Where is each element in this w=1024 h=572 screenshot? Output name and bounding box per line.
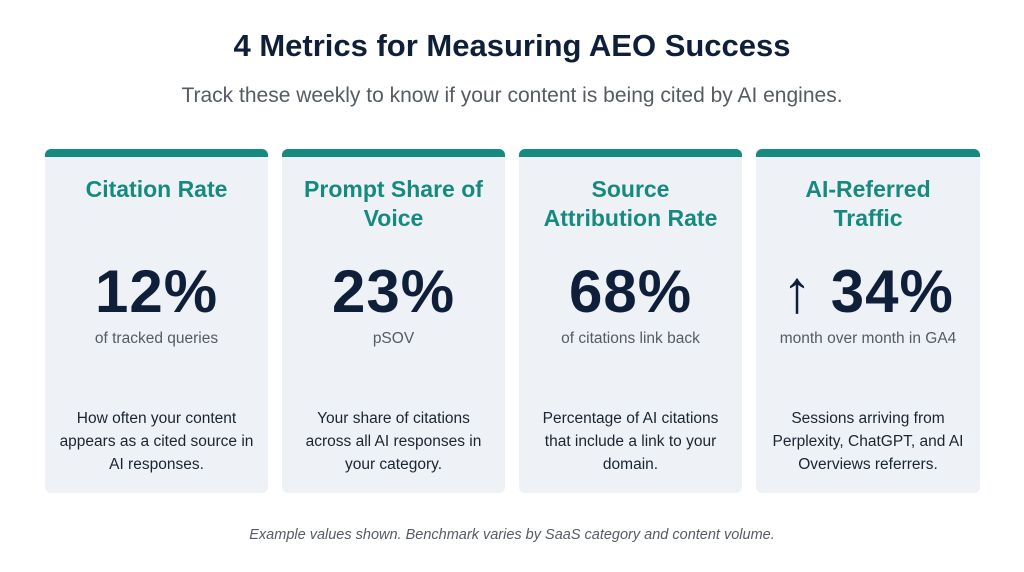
- card-value: 23%: [331, 258, 456, 325]
- card-title: AI-Referred Traffic: [805, 176, 931, 231]
- page-title: 4 Metrics for Measuring AEO Success: [233, 28, 791, 63]
- card-accent-bar: [45, 149, 268, 157]
- card-description: How often your content appears as a cite…: [59, 410, 254, 473]
- card-value-label: of citations link back: [561, 330, 700, 347]
- card-title: Source Attribution Rate: [543, 176, 718, 231]
- footnote: Example values shown. Benchmark varies b…: [249, 527, 775, 543]
- page-subtitle: Track these weekly to know if your conte…: [181, 84, 843, 107]
- card-title: Citation Rate: [85, 176, 228, 202]
- card-description: Percentage of AI citations that include …: [542, 410, 719, 473]
- card-description: Your share of citations across all AI re…: [305, 410, 482, 473]
- card-value: ↑ 34%: [782, 258, 954, 325]
- card-value-label: month over month in GA4: [779, 330, 957, 347]
- card-value-label: of tracked queries: [94, 330, 219, 347]
- card-description: Sessions arriving from Perplexity, ChatG…: [772, 410, 964, 473]
- card-value-label: pSOV: [372, 330, 415, 347]
- card-title: Prompt Share of Voice: [304, 176, 483, 231]
- card-value: 12%: [94, 258, 219, 325]
- metric-card-ai-referred-traffic: AI-Referred Traffic ↑ 34% month over mon…: [756, 149, 980, 493]
- card-value: 68%: [568, 258, 693, 325]
- metric-card-source-attribution-rate: Source Attribution Rate 68% of citations…: [519, 149, 742, 493]
- card-accent-bar: [756, 149, 980, 157]
- card-accent-bar: [282, 149, 505, 157]
- card-accent-bar: [519, 149, 742, 157]
- metric-card-prompt-share-of-voice: Prompt Share of Voice 23% pSOV Your shar…: [282, 149, 505, 493]
- metric-card-citation-rate: Citation Rate 12% of tracked queries How…: [45, 149, 268, 493]
